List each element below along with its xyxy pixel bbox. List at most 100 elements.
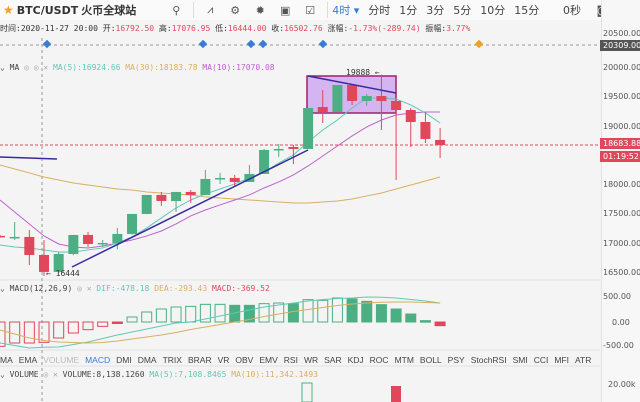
event-marker-icon [474,39,484,49]
candle-body [171,191,182,201]
candle-body [141,194,152,214]
price-label: 18000.00 [603,180,640,189]
candle-body [420,121,431,139]
macd-axis-0: 0.00 [612,318,630,327]
countdown-tag: 01:19:52 [600,151,640,162]
tab-ma[interactable]: MA [0,355,13,365]
tab-kdj[interactable]: KDJ [347,355,364,365]
symbol: BTC/USDT [16,3,79,17]
volume-bar [301,382,313,402]
tf-10m[interactable]: 10分 [480,4,506,17]
tab-ema[interactable]: EMA [18,355,38,365]
macd-axis-neg500: -500.00 [603,341,634,350]
star-icon[interactable]: ★ [3,3,14,17]
theme-sun-icon[interactable]: ✹ [255,3,265,17]
tab-boll[interactable]: BOLL [419,355,442,365]
macd-bar [141,311,153,323]
tf-1m[interactable]: 1分 [399,4,418,17]
interval-dropdown[interactable]: 4时 ▾ [332,4,360,17]
candle-body [127,213,138,234]
price-label: 19500.00 [603,92,640,102]
tab-mtm[interactable]: MTM [394,355,414,365]
macd-bar [258,303,270,323]
tab-smi[interactable]: SMI [512,355,528,365]
event-marker-icon [258,39,268,49]
macd-bar [97,321,109,327]
macd-bar [23,321,35,344]
candle-body [317,107,328,112]
candle-body [39,254,50,272]
tab-vr[interactable]: VR [217,355,230,365]
tab-trix[interactable]: TRIX [162,355,182,365]
candle-body [0,235,5,238]
candle-body [273,148,284,151]
candle-body [332,85,343,112]
candle-body [229,177,240,182]
tab-wr[interactable]: WR [303,355,319,365]
tab-volume[interactable]: VOLUME [43,355,80,365]
event-marker-icon [246,39,256,49]
drawing-icon[interactable]: ☑ [305,3,316,17]
template-icon[interactable]: ▣ [280,3,291,17]
tab-stochrsi[interactable]: StochRSI [470,355,507,365]
dea-line [0,301,441,344]
dif-line [0,296,441,349]
tab-obv[interactable]: OBV [235,355,254,365]
macd-bar [155,308,167,323]
candle-body [303,108,314,149]
macd-legend: ⌄ MACD(12,26,9) ◎ ✕ DIF:-478.18 DEA:-293… [0,284,270,293]
tab-macd[interactable]: MACD [85,355,111,365]
macd-bar [317,299,329,323]
ma-legend: ⌄ MA ◎ ◎ ✕ MA(5):16924.66 MA(30):18183.7… [0,63,275,72]
symbol-selector[interactable]: ★ BTC/USDT 火币全球站 [3,2,136,18]
tab-dma[interactable]: DMA [137,355,157,365]
trendline [71,149,309,268]
tab-emv[interactable]: EMV [259,355,278,365]
candle-body [435,139,446,145]
macd-bar [405,313,417,323]
price-axis[interactable] [601,0,640,402]
tab-atr[interactable]: ATR [575,355,592,365]
tf-fenshi[interactable]: 分时 [368,4,391,17]
macd-bar [126,316,138,323]
candle-body [244,173,255,182]
tab-dmi[interactable]: DMI [116,355,132,365]
macd-bar [346,298,358,323]
candle-body [185,191,196,195]
candle-body [53,253,64,272]
gear-icon[interactable]: ⚙ [230,3,241,17]
macd-bar [111,321,123,324]
search-icon[interactable]: ⚲ [172,3,181,17]
volume-legend: ⌄ VOLUME ◎ ✕ VOLUME:8,138.1260 MA(5):7,1… [0,370,318,379]
tf-5m[interactable]: 5分 [453,4,472,17]
high-annotation: 19888 ← [346,68,380,77]
candle-body [24,236,35,255]
candle-body [200,178,211,195]
indicator-icon[interactable]: ⩘ [207,3,214,16]
macd-bar [331,297,343,323]
tab-cci[interactable]: CCI [533,355,549,365]
tab-rsi[interactable]: RSI [283,355,298,365]
event-marker-icon [42,39,52,49]
tab-psy[interactable]: PSY [447,355,465,365]
macd-bar [199,303,211,323]
macd-bar [375,304,387,323]
tf-15m[interactable]: 15分 [514,4,540,17]
macd-axis-500: 500.00 [603,292,631,301]
candle-body [391,100,402,111]
candle-body [405,110,416,122]
tab-brar[interactable]: BRAR [187,355,212,365]
volume-bar [391,386,401,402]
indicator-tabs: MA EMA VOLUME MACD DMI DMA TRIX BRAR VR OBV EMV RSI… [0,355,591,365]
candle-body [156,194,167,201]
candle-body [215,177,226,180]
candle-body [376,96,387,101]
candle-body [83,234,94,244]
tab-mfi[interactable]: MFI [554,355,569,365]
tf-3m[interactable]: 3分 [426,4,445,17]
low-annotation: ← 16444 [46,269,80,278]
tab-roc[interactable]: ROC [369,355,389,365]
tab-sar[interactable]: SAR [324,355,342,365]
candle-body [361,96,372,101]
